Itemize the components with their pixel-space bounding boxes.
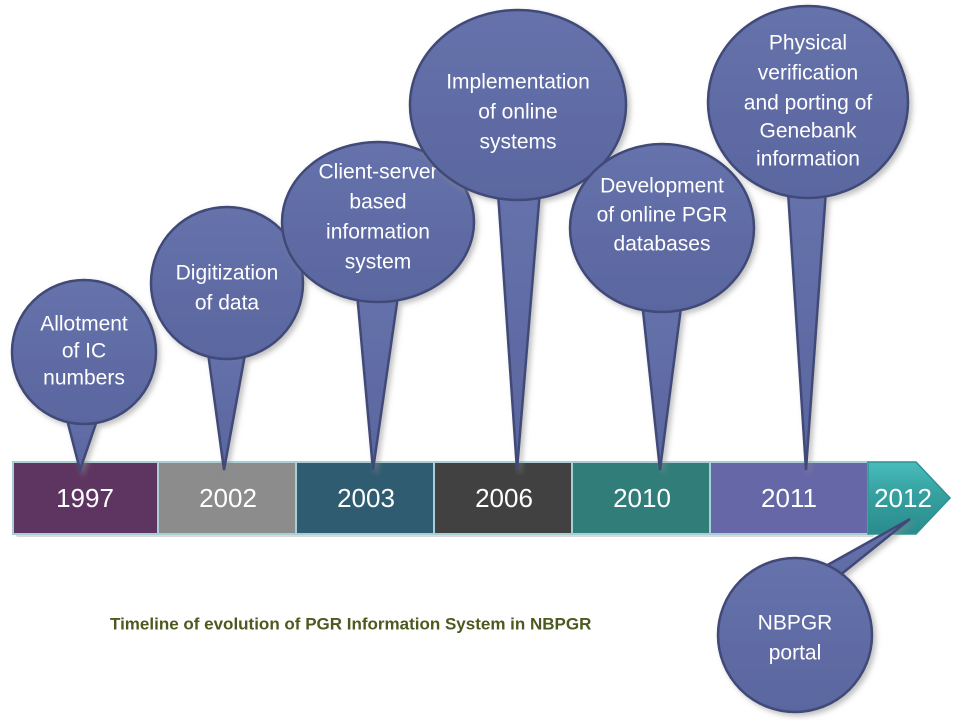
callout-line: information: [326, 221, 430, 244]
segment-rect: [571, 461, 711, 535]
callout-line: Allotment: [40, 313, 128, 336]
callout-line: Physical: [769, 32, 847, 55]
callout-line: of IC: [62, 340, 106, 363]
callout-tail: [354, 280, 402, 471]
timeline-segment-1997[interactable]: 1997: [12, 461, 159, 535]
callout-tail: [639, 290, 685, 471]
segment-year-label: 2012: [874, 483, 932, 513]
callout-line: of data: [195, 292, 260, 315]
callout-line: Client-server: [318, 161, 437, 184]
callout-line: of online: [478, 101, 557, 124]
segment-year-label: 2002: [199, 483, 257, 513]
timeline-segment-2006[interactable]: 2006: [433, 461, 573, 535]
diagram-caption: Timeline of evolution of PGR Information…: [110, 614, 591, 633]
callout-bubble: [716, 556, 874, 714]
callout-allotment-ic-numbers[interactable]: Allotment of IC numbers: [10, 278, 158, 475]
arrow-shape: [867, 461, 952, 535]
timeline-segment-2002[interactable]: 2002: [157, 461, 297, 535]
timeline-bar: 1997 2002 2003 2006 2010 2011: [12, 461, 952, 537]
segment-rect: [157, 461, 297, 535]
callout-implementation-online-systems[interactable]: Implementation of online systems: [408, 8, 628, 471]
timeline-segment-2011[interactable]: 2011: [709, 461, 869, 535]
callout-line: NBPGR: [758, 612, 833, 635]
callout-bubble: [280, 140, 476, 304]
callout-line: based: [349, 191, 406, 214]
callout-tail: [785, 174, 829, 471]
callout-development-online-pgr-databases[interactable]: Development of online PGR databases: [568, 142, 756, 471]
timeline-segment-2010[interactable]: 2010: [571, 461, 711, 535]
callout-physical-verification-genebank[interactable]: Physical verification and porting of Gen…: [706, 4, 910, 471]
segment-year-label: 2006: [475, 483, 533, 513]
callout-line: and porting of: [744, 92, 873, 115]
callout-line: information: [756, 148, 860, 171]
callout-line: system: [345, 251, 412, 274]
callout-bubble: [10, 278, 158, 426]
callout-line: databases: [614, 233, 711, 256]
segment-year-label: 1997: [56, 483, 114, 513]
callout-client-server-information-system[interactable]: Client-server based information system: [280, 140, 476, 471]
callout-bubble: [149, 205, 305, 361]
callout-line: Development: [600, 175, 724, 198]
callout-line: Genebank: [760, 120, 857, 143]
callout-line: Digitization: [176, 262, 279, 285]
callout-line: verification: [758, 62, 858, 85]
callout-line: numbers: [43, 367, 125, 390]
callout-tail: [495, 176, 543, 471]
segment-year-label: 2011: [761, 483, 817, 513]
callout-digitization-of-data[interactable]: Digitization of data: [149, 205, 305, 471]
callout-nbpgr-portal[interactable]: NBPGR portal: [716, 517, 911, 714]
callout-bubble: [408, 8, 628, 202]
callout-line: of online PGR: [597, 204, 728, 227]
callout-line: systems: [479, 131, 556, 154]
segment-year-label: 2003: [337, 483, 395, 513]
segment-rect: [709, 461, 869, 535]
callout-line: portal: [769, 642, 822, 665]
timeline-segment-2003[interactable]: 2003: [295, 461, 435, 535]
timeline-arrow-2012[interactable]: 2012: [867, 461, 952, 535]
segment-year-label: 2010: [613, 483, 671, 513]
callout-bubble: [568, 142, 756, 314]
callout-line: Implementation: [446, 71, 590, 94]
callout-bubble: [706, 4, 910, 200]
